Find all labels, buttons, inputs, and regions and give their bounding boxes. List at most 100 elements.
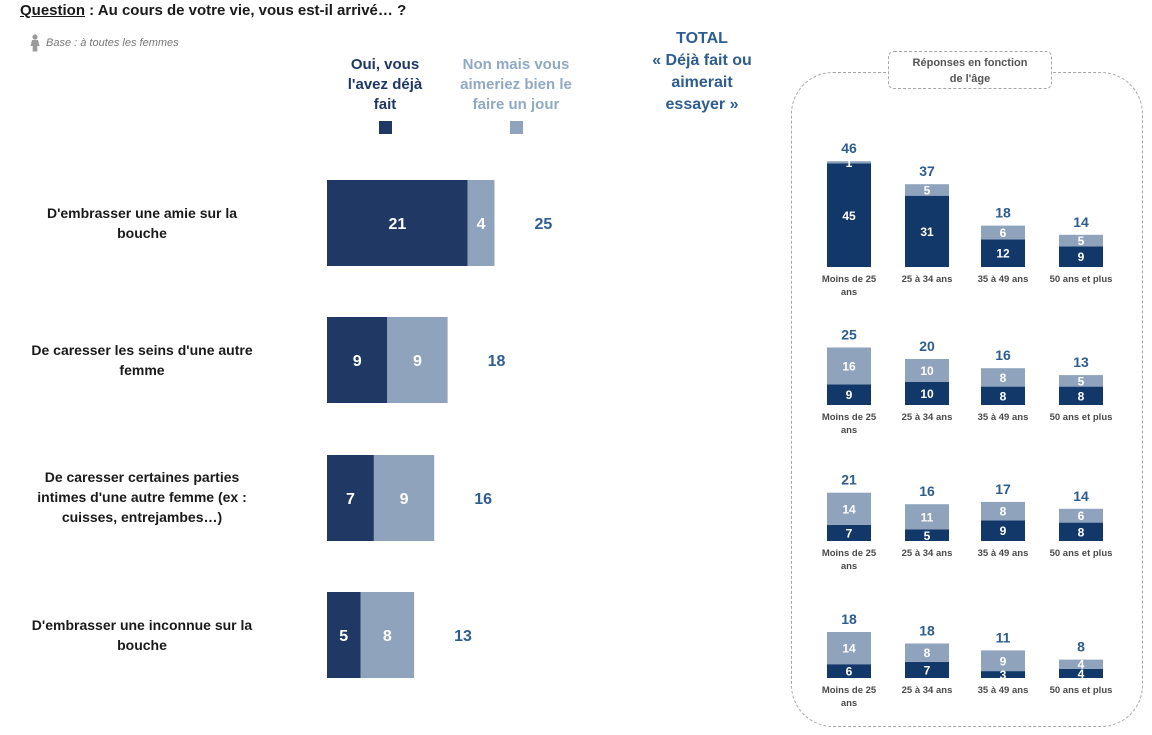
- age-total-label: 20: [919, 338, 935, 354]
- bar-yes: [327, 592, 361, 678]
- age-bar-dark: [827, 524, 871, 541]
- age-bar-light-label: 16: [842, 359, 856, 373]
- age-category-label: 50 ans et plus: [1050, 412, 1113, 423]
- bar-no: [360, 592, 415, 678]
- bar-no: [373, 455, 435, 541]
- age-bar-light: [905, 359, 949, 382]
- row-label-line: De caresser certaines parties: [44, 469, 240, 485]
- age-bar-dark-label: 8: [1000, 389, 1007, 403]
- legend-yes-swatch: [378, 121, 392, 134]
- woman-icon: [30, 34, 40, 52]
- age-bar-dark-label: 7: [924, 663, 931, 677]
- age-bar-dark: [1059, 246, 1103, 267]
- age-panel-title: Réponses en fonction de l'âge: [888, 51, 1052, 89]
- total-header-line: « Déjà fait ou: [652, 52, 752, 69]
- total-header-line: aimerait: [671, 74, 733, 91]
- age-bar-dark-label: 5: [924, 529, 931, 543]
- age-total-label: 14: [1073, 214, 1089, 230]
- age-bar-dark: [981, 520, 1025, 541]
- age-total-label: 16: [995, 347, 1011, 363]
- age-category-label: 35 à 49 ans: [978, 274, 1029, 285]
- age-category-label: Moins de 25: [822, 412, 877, 423]
- age-category-label: 35 à 49 ans: [978, 685, 1029, 696]
- total-header: TOTAL « Déjà fait ou aimerait essayer »: [628, 28, 776, 116]
- age-category-label: 25 à 34 ans: [902, 274, 953, 285]
- row-label-line: cuisses, entrejambes…): [61, 509, 223, 525]
- age-bar-light-label: 5: [1078, 374, 1085, 388]
- age-bar-light: [827, 492, 871, 525]
- bar-yes-label: 5: [339, 628, 348, 645]
- age-bar-light: [1059, 659, 1103, 669]
- bar-no-label: 9: [400, 491, 409, 508]
- age-bar-light-label: 8: [1000, 505, 1007, 519]
- age-total-label: 13: [1073, 354, 1089, 370]
- age-total-label: 11: [996, 629, 1011, 645]
- question-title: Question : Au cours de votre vie, vous e…: [20, 2, 406, 19]
- row-label-line: bouche: [117, 225, 167, 241]
- bar-yes: [327, 317, 388, 403]
- age-category-label: 35 à 49 ans: [978, 548, 1029, 559]
- age-bar-dark: [1059, 668, 1103, 678]
- age-bar-dark: [827, 384, 871, 405]
- age-bar-light: [905, 504, 949, 530]
- bar-no-label: 4: [477, 216, 486, 233]
- bar-no-label: 9: [413, 353, 422, 370]
- age-bar-dark: [905, 195, 949, 267]
- age-panel-title-line: de l'âge: [949, 73, 991, 85]
- age-total-label: 46: [841, 140, 857, 156]
- legend-yes-line: fait: [373, 96, 397, 113]
- age-bar-light: [827, 161, 871, 164]
- bar-no: [467, 180, 495, 266]
- age-bar-light-label: 5: [924, 183, 931, 197]
- question-text: : Au cours de votre vie, vous est-il arr…: [85, 2, 407, 19]
- age-bar-dark-label: 4: [1078, 667, 1085, 681]
- row-label: De caresser les seins d'une autre femme: [17, 340, 267, 380]
- age-total-label: 18: [841, 611, 857, 627]
- age-bar-dark: [827, 163, 871, 267]
- bar-total-label: 25: [535, 216, 553, 233]
- age-bar-dark-label: 7: [846, 526, 853, 540]
- age-category-label: ans: [841, 698, 857, 709]
- age-bar-dark-label: 3: [1000, 668, 1007, 682]
- age-category-label: 25 à 34 ans: [902, 685, 953, 696]
- age-category-label: ans: [841, 425, 857, 436]
- legend-yes: Oui, vous l'avez déjà fait: [330, 55, 440, 134]
- age-bar-light-label: 8: [1000, 371, 1007, 385]
- age-bar-light-label: 6: [1078, 509, 1085, 523]
- legend-no-line: faire un jour: [472, 96, 560, 113]
- age-bar-light-label: 14: [842, 502, 856, 516]
- age-category-label: 25 à 34 ans: [902, 412, 953, 423]
- base-text: Base : à toutes les femmes: [46, 37, 179, 49]
- age-category-label: 50 ans et plus: [1050, 274, 1113, 285]
- age-bar-dark-label: 9: [1078, 250, 1085, 264]
- bar-total-label: 18: [488, 353, 506, 370]
- age-panel-title-line: Réponses en fonction: [912, 57, 1028, 69]
- age-bar-light-label: 5: [1078, 234, 1085, 248]
- base-note: Base : à toutes les femmes: [30, 34, 179, 52]
- age-bar-light-label: 9: [1000, 654, 1007, 668]
- age-bar-light: [827, 347, 871, 385]
- age-bar-dark-label: 31: [920, 225, 934, 239]
- age-bar-light-label: 11: [921, 510, 934, 524]
- bar-total-label: 13: [454, 628, 472, 645]
- row-label-line: De caresser les seins d'une autre: [31, 342, 253, 358]
- row-label-line: D'embrasser une inconnue sur la: [31, 617, 253, 633]
- age-bar-dark-label: 12: [996, 247, 1010, 261]
- age-total-label: 25: [841, 327, 857, 343]
- age-bar-dark: [905, 529, 949, 541]
- age-category-label: ans: [841, 561, 857, 572]
- legend-yes-line: Oui, vous: [350, 56, 420, 73]
- age-category-label: Moins de 25: [822, 274, 877, 285]
- age-bar-light-label: 14: [842, 642, 856, 656]
- age-bar-light: [981, 501, 1025, 521]
- age-total-label: 8: [1077, 639, 1085, 655]
- age-category-label: 50 ans et plus: [1050, 548, 1113, 559]
- age-category-label: Moins de 25: [822, 548, 877, 559]
- age-total-label: 21: [841, 472, 857, 488]
- total-header-line: essayer »: [665, 96, 739, 113]
- legend-no-swatch: [509, 121, 523, 134]
- legend-no: Non mais vous aimeriez bien le faire un …: [450, 55, 582, 134]
- row-label-line: intimes d'une autre femme (ex :: [37, 489, 247, 505]
- age-bar-light: [981, 650, 1025, 672]
